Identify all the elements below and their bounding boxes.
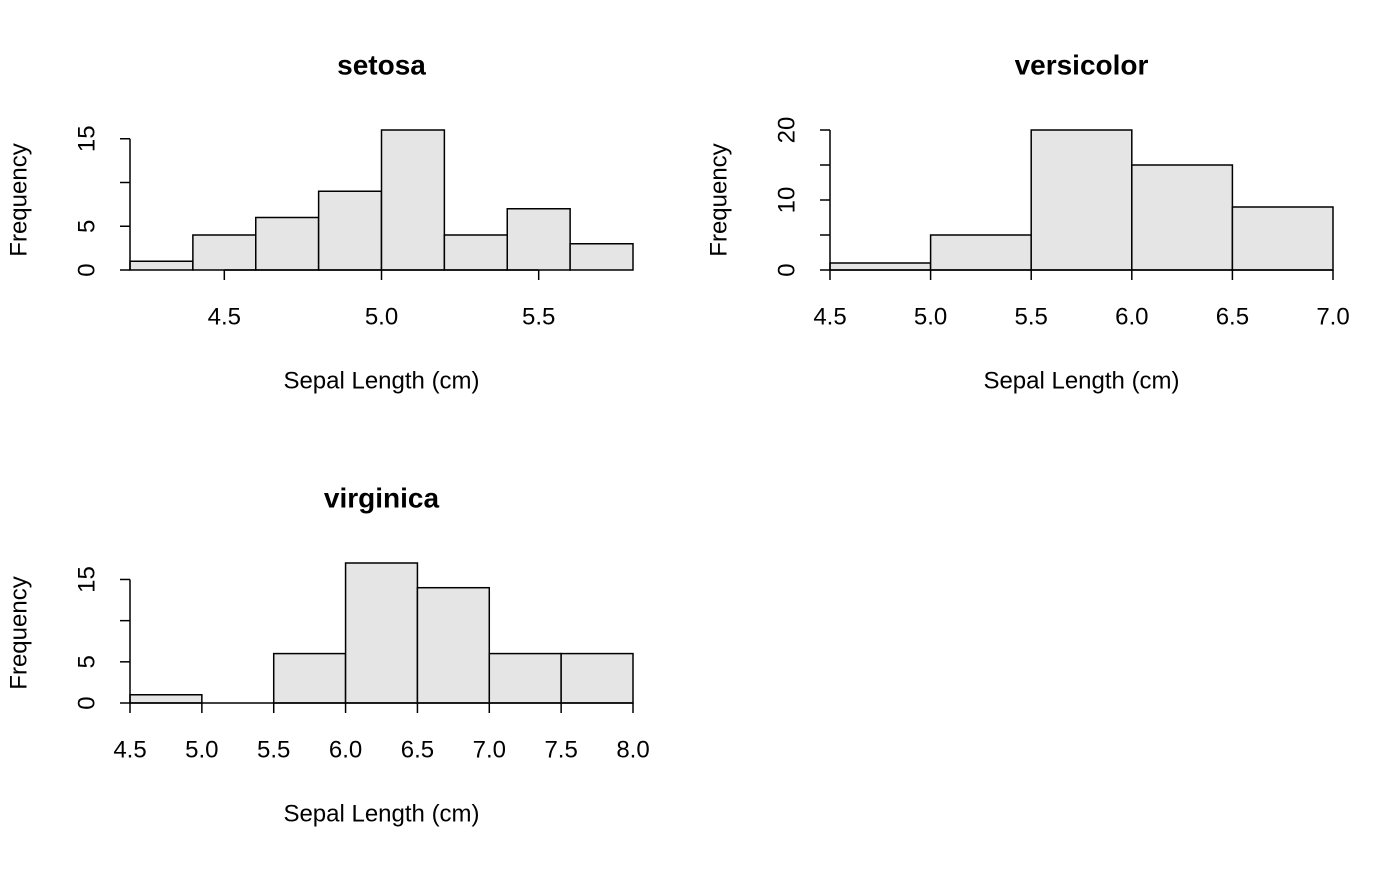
panel-title: versicolor [1015, 49, 1149, 80]
bar [129, 694, 203, 704]
bar [344, 562, 419, 704]
y-tick-label: 0 [73, 263, 100, 276]
panel-title: virginica [324, 482, 440, 513]
bar [255, 216, 320, 271]
x-tick-label: 4.5 [208, 303, 241, 330]
bar [569, 243, 634, 271]
bar [1131, 164, 1234, 271]
x-axis-label: Sepal Length (cm) [283, 800, 479, 827]
bar [488, 652, 562, 704]
x-tick-label: 5.5 [522, 303, 555, 330]
y-tick-label: 5 [73, 220, 100, 233]
panel-title: setosa [337, 49, 426, 80]
x-tick-label: 5.0 [365, 303, 398, 330]
bar [506, 208, 571, 271]
x-tick-label: 6.0 [1115, 303, 1148, 330]
y-tick-label: 0 [73, 696, 100, 709]
bar [416, 586, 491, 704]
bar [560, 652, 634, 704]
x-tick-label: 5.5 [1015, 303, 1048, 330]
x-tick-label: 5.5 [257, 736, 290, 763]
bar [317, 190, 383, 271]
bar [929, 234, 1032, 271]
y-tick-label: 15 [73, 566, 100, 593]
y-axis-label: Frequency [5, 143, 32, 256]
bar [829, 262, 932, 271]
x-tick-label: 7.5 [544, 736, 577, 763]
y-tick-label: 20 [773, 117, 800, 144]
y-axis-label: Frequency [705, 143, 732, 256]
x-tick-label: 6.5 [401, 736, 434, 763]
x-tick-label: 4.5 [813, 303, 846, 330]
x-axis-label: Sepal Length (cm) [983, 367, 1179, 394]
x-tick-label: 8.0 [616, 736, 649, 763]
x-tick-label: 5.0 [185, 736, 218, 763]
x-tick-label: 5.0 [914, 303, 947, 330]
y-tick-label: 10 [773, 187, 800, 214]
x-tick-label: 7.0 [473, 736, 506, 763]
bar [129, 260, 194, 271]
x-axis-label: Sepal Length (cm) [283, 367, 479, 394]
bar [443, 234, 508, 271]
y-tick-label: 5 [73, 655, 100, 668]
bar [380, 129, 446, 271]
x-tick-label: 6.5 [1216, 303, 1249, 330]
x-tick-label: 6.0 [329, 736, 362, 763]
bar [1231, 206, 1334, 271]
bar [192, 234, 257, 271]
x-tick-label: 7.0 [1316, 303, 1349, 330]
x-tick-label: 4.5 [113, 736, 146, 763]
y-tick-label: 15 [73, 125, 100, 152]
y-axis-label: Frequency [5, 576, 32, 689]
bar [272, 652, 347, 704]
y-tick-label: 0 [773, 263, 800, 276]
bar [1030, 129, 1133, 271]
